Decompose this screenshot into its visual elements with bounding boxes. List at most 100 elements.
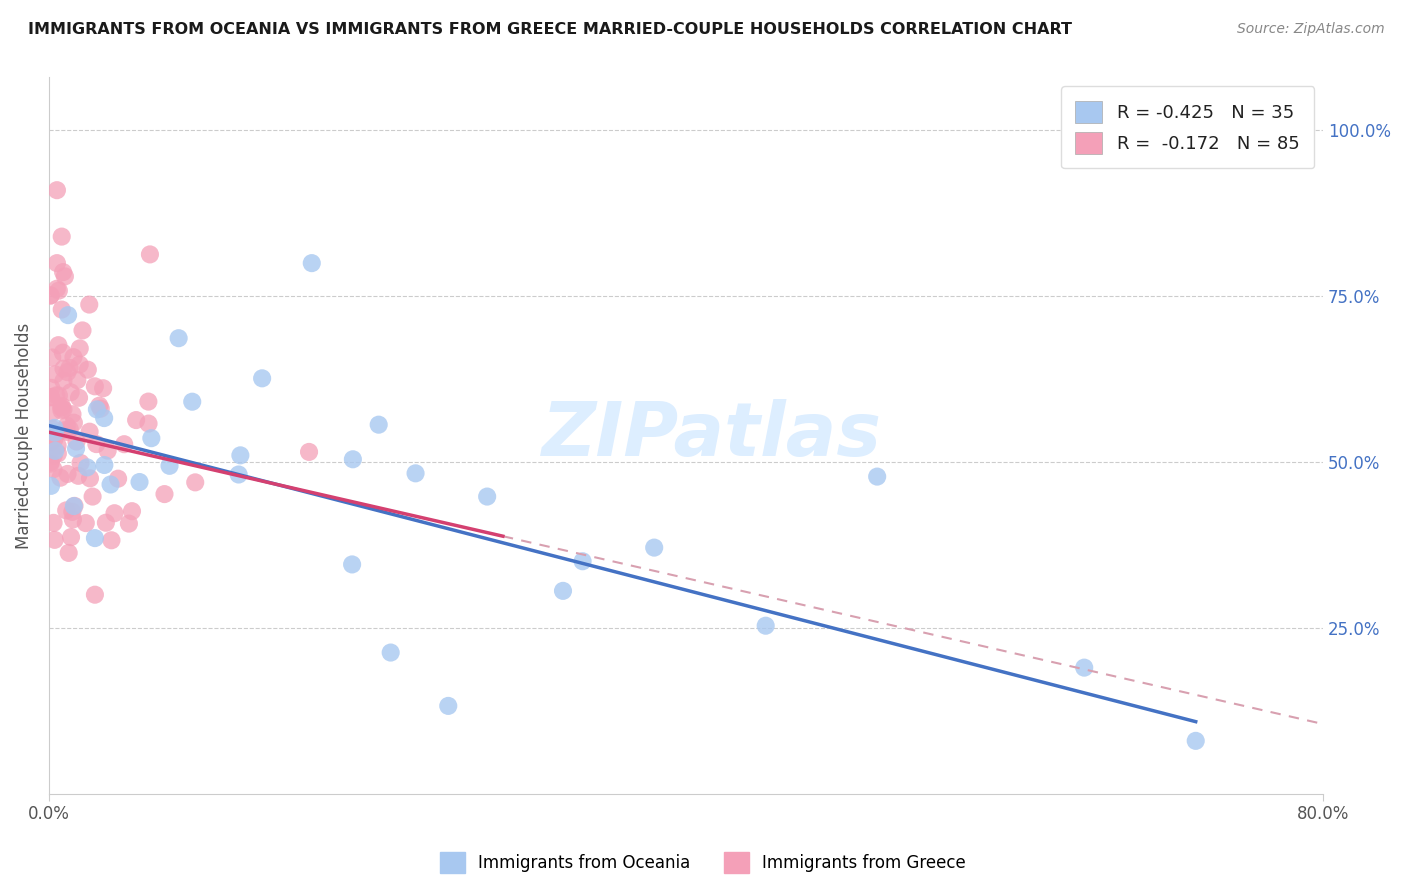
Point [141,431,163,445]
Point [103,506,125,520]
Point [229,448,252,462]
Point [91,381,114,395]
Point [45,183,67,197]
Point [138,394,160,409]
Text: IMMIGRANTS FROM OCEANIA VS IMMIGRANTS FROM GREECE MARRIED-COUPLE HOUSEHOLDS CORR: IMMIGRANTS FROM OCEANIA VS IMMIGRANTS FR… [28,22,1073,37]
Point [72,323,94,337]
Point [44,443,66,458]
Point [93,411,115,425]
Point [84,588,107,602]
Point [56,308,79,322]
Point [39,288,62,302]
Point [56,425,79,439]
Point [39,288,62,302]
Point [52,402,75,417]
Point [63,416,86,430]
Point [53,269,76,284]
Y-axis label: Married-couple Households: Married-couple Households [15,322,32,549]
Point [51,399,73,413]
Point [59,385,82,400]
Point [41,406,63,420]
Point [42,422,65,436]
Point [51,229,73,244]
Point [56,365,79,379]
Point [53,423,76,437]
Point [69,358,91,372]
Point [100,533,122,548]
Point [52,374,75,388]
Point [67,468,90,483]
Point [56,418,79,433]
Point [44,432,66,446]
Point [94,516,117,530]
Point [298,445,321,459]
Point [755,618,778,632]
Point [46,438,69,452]
Point [138,417,160,431]
Point [69,456,91,470]
Point [44,421,66,435]
Point [39,381,62,395]
Point [86,437,108,451]
Point [49,471,72,485]
Point [76,460,98,475]
Point [89,399,111,413]
Point [62,407,84,421]
Point [79,425,101,439]
Text: ZIPatlas: ZIPatlas [541,399,882,472]
Point [83,379,105,393]
Point [67,391,90,405]
Point [60,505,83,519]
Point [48,284,70,298]
Point [42,462,65,476]
Point [39,390,62,404]
Point [56,467,79,481]
Point [100,477,122,491]
Point [63,499,86,513]
Point [1073,660,1095,674]
Text: Source: ZipAtlas.com: Source: ZipAtlas.com [1237,22,1385,37]
Point [48,388,70,402]
Point [250,371,273,385]
Point [112,437,135,451]
Legend: Immigrants from Oceania, Immigrants from Greece: Immigrants from Oceania, Immigrants from… [433,846,973,880]
Point [93,458,115,472]
Point [121,504,143,518]
Point [65,442,87,456]
Point [86,402,108,417]
Point [340,558,363,572]
Point [75,516,97,530]
Point [51,401,73,415]
Point [76,362,98,376]
Point [51,403,73,417]
Point [44,368,66,382]
Point [125,413,148,427]
Point [159,458,181,473]
Point [42,449,65,463]
Point [82,490,104,504]
Point [39,479,62,493]
Point [62,350,84,364]
Point [52,361,75,376]
Point [52,265,75,279]
Point [405,467,427,481]
Point [39,455,62,469]
Point [118,516,141,531]
Point [84,531,107,545]
Point [44,425,66,440]
Point [66,373,89,387]
Point [367,417,389,432]
Legend: R = -0.425   N = 35, R =  -0.172   N = 85: R = -0.425 N = 35, R = -0.172 N = 85 [1062,87,1315,169]
Point [62,512,84,526]
Point [59,422,82,436]
Point [44,533,66,547]
Point [181,394,204,409]
Point [184,475,207,490]
Point [39,434,62,449]
Point [45,282,67,296]
Point [139,247,162,261]
Point [52,345,75,359]
Point [107,472,129,486]
Point [41,351,63,365]
Point [63,499,86,513]
